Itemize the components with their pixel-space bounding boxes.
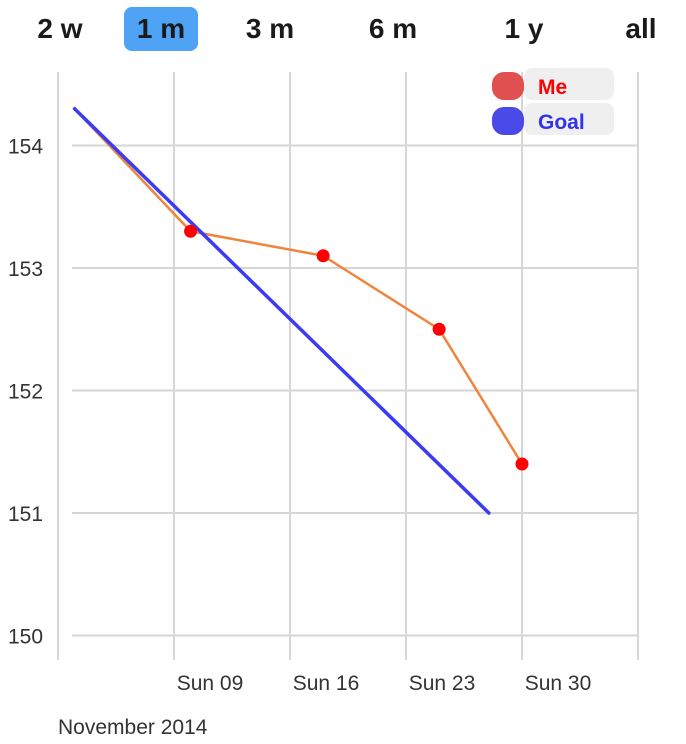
me-data-point [432, 322, 446, 336]
series-line-me [73, 107, 524, 466]
x-axis-labels: Sun 09 Sun 16 Sun 23 Sun 30 [177, 672, 592, 695]
me-data-point [184, 224, 198, 238]
y-tick-label: 153 [8, 258, 43, 281]
y-tick-label: 154 [8, 136, 43, 159]
legend-label-me: Me [538, 76, 567, 99]
y-tick-label: 152 [8, 381, 43, 404]
range-selector: 2 w 1 m 3 m 6 m 1 y all [0, 0, 686, 60]
range-1m-button[interactable]: 1 m [124, 7, 198, 51]
y-tick-label: 150 [8, 626, 43, 649]
legend-swatch-goal [492, 107, 524, 135]
x-tick-label: Sun 23 [409, 672, 476, 695]
range-1y-button[interactable]: 1 y [504, 13, 544, 44]
range-all-button[interactable]: all [625, 13, 657, 44]
y-tick-label: 151 [8, 503, 43, 526]
series-line-goal [72, 107, 491, 515]
chart-legend: Me Goal [492, 68, 614, 135]
chart-series [72, 107, 529, 515]
legend-label-goal: Goal [538, 111, 585, 134]
x-tick-label: Sun 16 [293, 672, 360, 695]
legend-item-bg [524, 103, 614, 135]
legend-item-bg [524, 68, 614, 100]
chart-grid [57, 72, 639, 660]
range-3m-button[interactable]: 3 m [245, 13, 295, 44]
me-data-point [515, 457, 529, 471]
range-2w-button[interactable]: 2 w [37, 13, 83, 44]
me-data-point [316, 249, 330, 263]
legend-swatch-me [492, 72, 524, 100]
y-axis-labels: 150 151 152 153 154 [8, 136, 43, 649]
range-6m-button[interactable]: 6 m [368, 13, 418, 44]
x-tick-label: Sun 30 [525, 672, 592, 695]
x-axis-caption: November 2014 [58, 716, 208, 739]
x-tick-label: Sun 09 [177, 672, 244, 695]
